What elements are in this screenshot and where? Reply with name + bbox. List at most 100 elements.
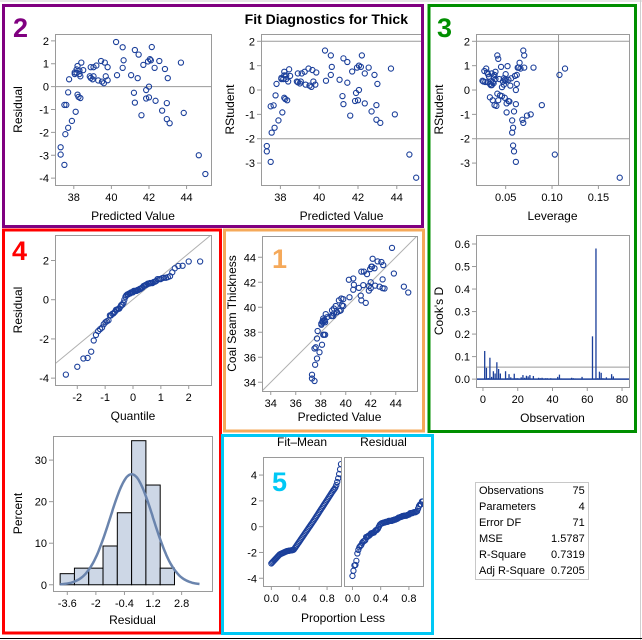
data-point — [354, 97, 362, 104]
y-tick-label: 0.2 — [455, 329, 470, 341]
data-point — [100, 80, 108, 87]
data-point — [363, 270, 371, 278]
y-tick-label: 30 — [35, 455, 47, 467]
fit-stat-label: Error DF — [479, 517, 522, 529]
data-point — [77, 73, 84, 80]
x-tick-label: 42 — [143, 192, 155, 204]
data-point — [74, 363, 81, 370]
data-point — [273, 80, 280, 88]
data-point — [405, 289, 412, 296]
data-point — [138, 112, 145, 119]
y-axis-label: Residual — [11, 287, 25, 334]
data-point — [344, 58, 351, 66]
data-point — [179, 262, 186, 269]
data-point — [134, 75, 141, 82]
data-point — [90, 337, 97, 344]
x-tick-label: 36 — [290, 398, 302, 410]
data-point — [373, 116, 380, 123]
highlight-frame-1 — [223, 228, 425, 433]
data-point — [175, 262, 182, 270]
x-tick-label: 34 — [265, 398, 277, 410]
data-point — [61, 101, 68, 109]
data-point — [530, 64, 537, 71]
y-axis-label: Coal Seam Thickness — [225, 255, 239, 372]
data-point — [88, 348, 95, 355]
y-tick-label: 1 — [249, 61, 255, 73]
data-point — [494, 52, 501, 59]
x-axis-label: Residual — [109, 613, 156, 627]
data-point — [504, 62, 511, 70]
data-point — [390, 270, 398, 277]
histogram-bar — [102, 545, 118, 586]
data-point — [95, 327, 102, 335]
data-point — [336, 76, 343, 83]
panel-number-5: 5 — [272, 467, 287, 497]
histogram-bar — [159, 567, 175, 586]
data-point — [65, 124, 72, 131]
plot-area — [56, 236, 211, 378]
data-point — [151, 64, 158, 72]
data-point — [509, 117, 516, 124]
data-point — [493, 102, 500, 109]
y-axis-label: Residual — [11, 86, 25, 133]
y-tick-label: 0 — [464, 85, 470, 97]
plot-area — [59, 440, 200, 586]
data-point — [616, 174, 623, 181]
data-point — [327, 71, 334, 79]
x-tick-label: 80 — [616, 394, 628, 406]
y-axis-label: RStudent — [223, 84, 237, 135]
data-point — [163, 115, 170, 123]
data-point — [391, 111, 398, 118]
y-tick-label: 44 — [244, 252, 256, 264]
data-point — [516, 59, 523, 66]
data-point — [491, 71, 498, 79]
y-tick-label: -4 — [39, 173, 49, 185]
y-tick-label: -1 — [460, 109, 470, 121]
data-point — [101, 59, 108, 66]
x-tick-label: 0.10 — [541, 192, 562, 204]
plot-frame — [261, 34, 423, 186]
data-point — [378, 258, 385, 266]
data-point — [285, 78, 292, 85]
data-point — [349, 68, 356, 75]
data-point — [195, 152, 202, 159]
data-point — [361, 70, 368, 77]
data-point — [152, 97, 159, 104]
plot-frame — [55, 34, 212, 186]
data-point — [510, 148, 518, 155]
data-point — [353, 64, 361, 71]
data-point — [316, 349, 323, 356]
data-point — [387, 65, 395, 72]
x-axis-label: Observation — [520, 411, 585, 425]
data-point — [57, 151, 64, 158]
y-tick-label: 10 — [35, 538, 47, 550]
data-point — [163, 99, 170, 107]
x-tick-label: 44 — [391, 192, 403, 204]
plot-frame — [476, 34, 630, 186]
fit-stat-row: R-Square 0.7319 — [476, 547, 588, 563]
data-point — [503, 109, 510, 116]
y-tick-label: 40 — [244, 302, 256, 314]
data-point — [330, 312, 337, 320]
data-point — [521, 52, 528, 59]
x-axis-label: Leverage — [527, 209, 577, 223]
data-point — [97, 57, 105, 65]
plot-area — [263, 237, 417, 391]
data-point — [419, 498, 423, 505]
data-point — [332, 302, 339, 310]
y-tick-label: 1 — [43, 59, 49, 71]
x-tick-label: 2 — [186, 392, 192, 404]
fit-stat-label: Parameters — [479, 501, 536, 513]
fit-stat-label: Observations — [479, 485, 544, 497]
data-point — [297, 78, 304, 85]
data-point — [367, 279, 374, 286]
y-tick-label: -3 — [245, 158, 255, 170]
data-point — [358, 268, 365, 275]
highlight-frame-4 — [2, 228, 222, 635]
y-tick-label: 2 — [249, 36, 255, 48]
rstudent-vs-leverage-plot: 0.05 0.10 0.15 -3 -2 -1 0 1 2 Leverage RStudent — [432, 34, 630, 223]
data-point — [112, 38, 120, 46]
data-point — [275, 117, 282, 124]
data-point — [368, 108, 375, 115]
x-axis-label: Quantile — [111, 409, 156, 423]
